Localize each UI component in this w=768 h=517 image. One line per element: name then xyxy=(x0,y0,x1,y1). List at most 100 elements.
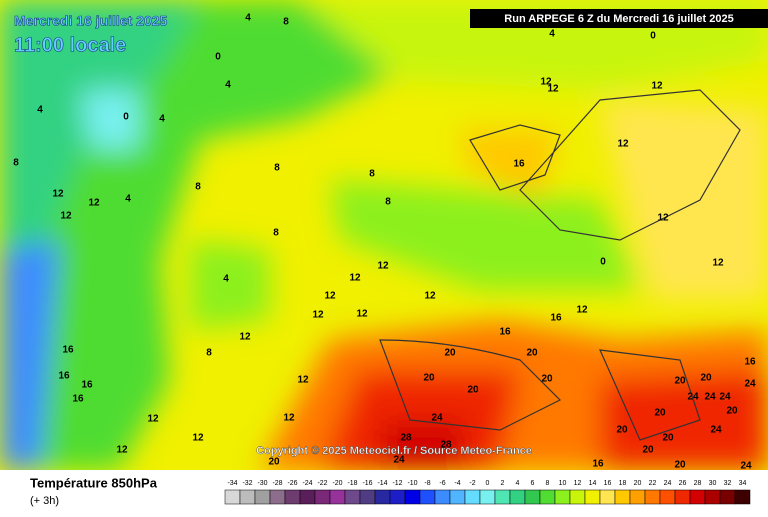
scale-label: -6 xyxy=(439,480,445,487)
contour-label: 4 xyxy=(125,194,131,205)
scale-cell xyxy=(689,489,706,505)
contour-label: 12 xyxy=(88,198,100,209)
scale-cell xyxy=(299,489,316,505)
scale-label: 6 xyxy=(531,480,535,487)
scale-cell xyxy=(674,489,691,505)
scale-cell xyxy=(344,489,361,505)
scale-label: -30 xyxy=(257,480,267,487)
scale-cell xyxy=(449,489,466,505)
contour-label: 12 xyxy=(147,414,159,425)
contour-label: 12 xyxy=(657,213,669,224)
contour-label: 8 xyxy=(283,17,289,28)
scale-label: -4 xyxy=(454,480,460,487)
contour-label: 0 xyxy=(650,31,656,42)
contour-label: 12 xyxy=(547,84,559,95)
contour-label: 0 xyxy=(123,112,129,123)
scale-label: 10 xyxy=(559,480,567,487)
contour-label: 8 xyxy=(13,158,19,169)
scale-cell xyxy=(554,489,571,505)
contour-label: 28 xyxy=(440,440,452,451)
contour-label: 4 xyxy=(225,80,231,91)
contour-label: 12 xyxy=(116,445,128,456)
contour-label: 20 xyxy=(726,406,738,417)
scale-cell xyxy=(314,489,331,505)
scale-label: 18 xyxy=(619,480,627,487)
contour-label: 12 xyxy=(297,375,309,386)
scale-label: -10 xyxy=(407,480,417,487)
scale-label: 4 xyxy=(516,480,520,487)
contour-label: 12 xyxy=(424,291,436,302)
contour-label: 20 xyxy=(642,445,654,456)
scale-cell xyxy=(659,489,676,505)
scale-label: -28 xyxy=(272,480,282,487)
scale-cell xyxy=(329,489,346,505)
scale-label: 24 xyxy=(664,480,672,487)
scale-label: 0 xyxy=(486,480,490,487)
contour-label: 24 xyxy=(744,379,756,390)
scale-cell xyxy=(734,489,751,505)
scale-cell xyxy=(269,489,286,505)
scale-cell xyxy=(389,489,406,505)
contour-label: 28 xyxy=(400,433,412,444)
map-field xyxy=(0,0,768,470)
scale-label: -18 xyxy=(347,480,357,487)
scale-cell xyxy=(584,489,601,505)
scale-cell xyxy=(629,489,646,505)
contour-label: 16 xyxy=(592,459,604,470)
contour-label: 16 xyxy=(72,394,84,405)
contour-label: 4 xyxy=(549,29,555,40)
scale-label: -16 xyxy=(362,480,372,487)
scale-cell xyxy=(359,489,376,505)
scale-label: -8 xyxy=(424,480,430,487)
scale-label: -22 xyxy=(317,480,327,487)
contour-label: 16 xyxy=(81,380,93,391)
contour-label: 12 xyxy=(540,77,552,88)
scale-cell xyxy=(479,489,496,505)
contour-label: 20 xyxy=(616,425,628,436)
contour-label: 12 xyxy=(52,189,64,200)
contour-label: 20 xyxy=(700,373,712,384)
contour-label: 8 xyxy=(195,182,201,193)
contour-label: 12 xyxy=(239,332,251,343)
legend-title: Température 850hPa xyxy=(30,475,158,490)
run-info: Run ARPEGE 6 Z du Mercredi 16 juillet 20… xyxy=(504,13,733,25)
contour-label: 12 xyxy=(617,139,629,150)
contour-label: 16 xyxy=(62,345,74,356)
contour-label: 20 xyxy=(444,348,456,359)
scale-label: 14 xyxy=(589,480,597,487)
scale-label: 16 xyxy=(604,480,612,487)
scale-cell xyxy=(419,489,436,505)
scale-cell xyxy=(509,489,526,505)
local-time: 11:00 locale xyxy=(14,34,126,56)
scale-cell xyxy=(239,489,256,505)
scale-cell xyxy=(719,489,736,505)
contour-label: 12 xyxy=(712,258,724,269)
contour-label: 12 xyxy=(192,433,204,444)
contour-label: 4 xyxy=(159,114,165,125)
contour-label: 20 xyxy=(268,457,280,468)
scale-label: -26 xyxy=(287,480,297,487)
scale-cell xyxy=(404,489,421,505)
contour-label: 8 xyxy=(385,197,391,208)
contour-label: 24 xyxy=(393,455,405,466)
contour-label: 12 xyxy=(377,261,389,272)
scale-cell xyxy=(224,489,241,505)
scale-label: -14 xyxy=(377,480,387,487)
contour-label: 8 xyxy=(369,169,375,180)
copyright: Copyright © 2025 Meteociel.fr / Source M… xyxy=(256,445,532,457)
contour-label: 4 xyxy=(223,274,229,285)
date: Mercredi 16 juillet 2025 xyxy=(14,13,168,29)
contour-label: 16 xyxy=(550,313,562,324)
contour-label: 24 xyxy=(704,392,716,403)
run-box xyxy=(470,9,768,28)
scale-cell xyxy=(374,489,391,505)
scale-label: 12 xyxy=(574,480,582,487)
contour-label: 16 xyxy=(58,371,70,382)
scale-label: -32 xyxy=(242,480,252,487)
contour-label: 16 xyxy=(744,357,756,368)
contour-label: 24 xyxy=(719,392,731,403)
scale-label: 32 xyxy=(724,480,732,487)
legend-subtitle: (+ 3h) xyxy=(30,495,59,507)
